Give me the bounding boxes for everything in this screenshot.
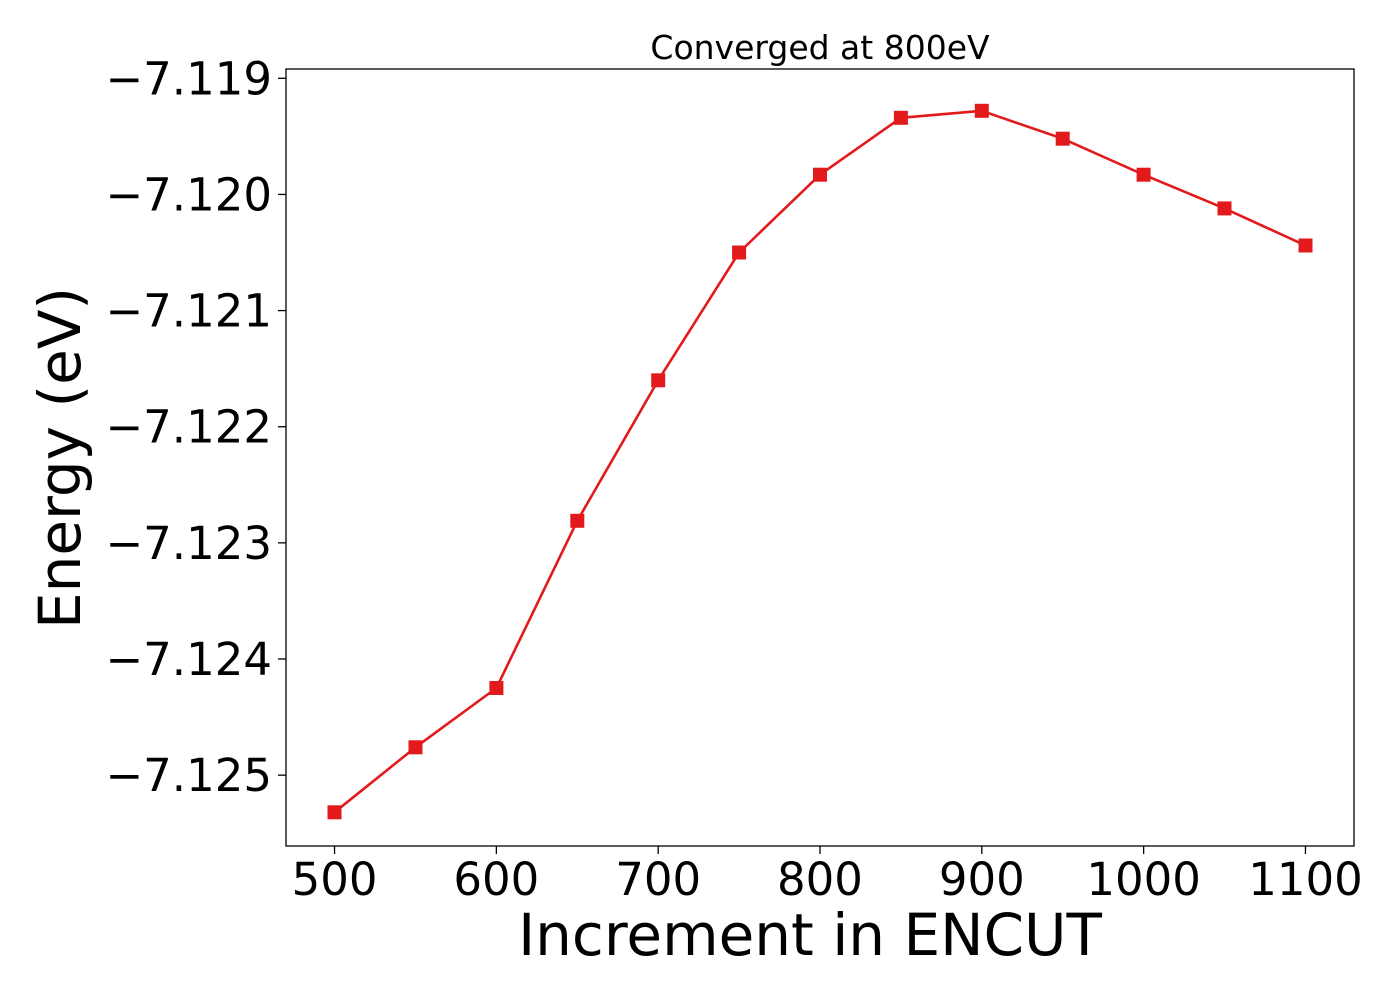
data-point	[1298, 238, 1313, 253]
plot-area	[286, 69, 1354, 846]
y-tick-label: −7.125	[105, 749, 272, 802]
y-tick-label: −7.120	[105, 168, 272, 221]
data-point	[1055, 131, 1070, 146]
axes-layer: 500 600 700 800 900 1000 1100 −7.125 −7.124 −7.12…	[105, 52, 1362, 906]
x-tick-label: 1100	[1248, 853, 1363, 906]
plot-frame	[285, 68, 1355, 847]
data-point	[327, 805, 342, 820]
y-tick-label: −7.123	[105, 517, 272, 570]
y-tick-label: −7.121	[105, 285, 272, 338]
data-point	[1136, 167, 1151, 182]
data-point	[489, 681, 504, 695]
y-tick-label: −7.124	[105, 633, 272, 686]
x-tick-label: 1000	[1086, 853, 1201, 906]
data-point	[651, 373, 666, 388]
data-point	[1217, 201, 1232, 216]
y-tick-label: −7.122	[105, 401, 272, 454]
data-point	[974, 103, 989, 118]
x-axis-label: Increment in ENCUT	[518, 901, 1102, 969]
data-point	[893, 110, 908, 125]
y-tick-label: −7.119	[105, 52, 272, 105]
x-tick-label: 800	[777, 853, 863, 906]
x-tick-label: 600	[453, 853, 539, 906]
chart-title: Converged at 800eV	[650, 28, 990, 67]
x-tick-label: 900	[939, 853, 1025, 906]
x-tick-label: 500	[292, 853, 378, 906]
y-axis-label: Energy (eV)	[26, 287, 94, 629]
x-tick-label: 700	[615, 853, 701, 906]
marks-layer	[327, 103, 1313, 820]
data-point	[570, 513, 585, 528]
data-point	[732, 245, 747, 260]
data-point	[813, 167, 827, 182]
data-point	[408, 740, 423, 755]
